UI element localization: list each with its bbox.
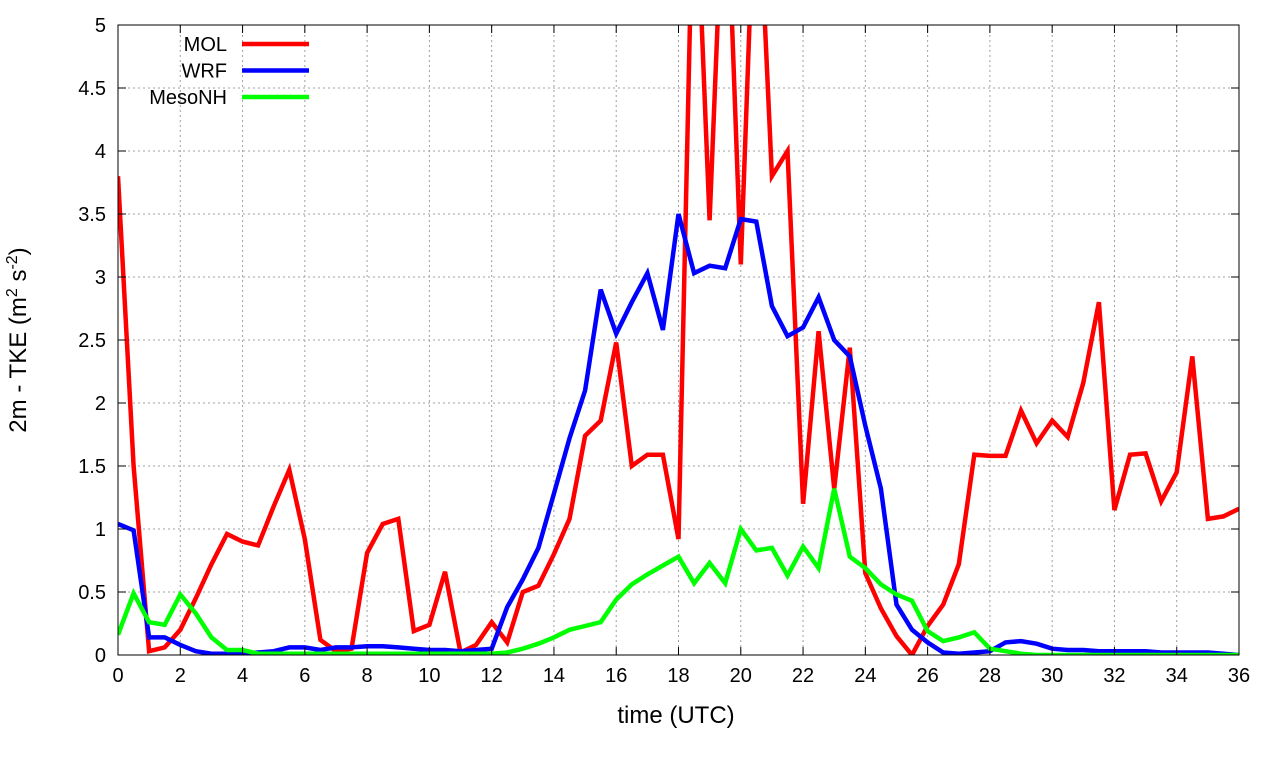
legend-label-wrf: WRF: [181, 61, 227, 83]
y-tick-label: 3.5: [78, 204, 106, 226]
x-tick-label: 20: [730, 665, 752, 687]
y-tick-label: 4.5: [78, 78, 106, 100]
x-tick-label: 12: [481, 665, 503, 687]
y-axis-label-sup2: -2: [4, 255, 21, 269]
x-tick-label: 6: [299, 665, 310, 687]
x-tick-label: 8: [362, 665, 373, 687]
x-tick-label: 16: [605, 665, 627, 687]
y-tick-labels: 0 0.5 1 1.5 2 2.5 3 3.5 4 4.5 5: [78, 15, 106, 667]
y-tick-label: 3: [95, 267, 106, 289]
x-axis-label: time (UTC): [617, 702, 734, 729]
x-tick-label: 22: [792, 665, 814, 687]
y-tick-label: 1.5: [78, 456, 106, 478]
y-axis-label-sup1: 2: [4, 288, 21, 297]
series-line-mol: [118, 25, 1239, 655]
x-tick-label: 30: [1041, 665, 1063, 687]
y-tick-label: 2: [95, 393, 106, 415]
x-tick-label: 2: [175, 665, 186, 687]
x-tick-label: 36: [1228, 665, 1250, 687]
y-tick-label: 5: [95, 15, 106, 37]
y-tick-label: 0: [95, 645, 106, 667]
x-tick-label: 0: [112, 665, 123, 687]
x-tick-label: 4: [237, 665, 248, 687]
y-axis-label-end: ): [5, 247, 32, 255]
tick-marks: [117, 24, 1240, 656]
x-tick-label: 32: [1103, 665, 1125, 687]
x-tick-label: 24: [854, 665, 876, 687]
x-tick-labels: 0 2 4 6 8 10 12 14 16 18 20 22 24 26 28 30 32 34 36: [112, 665, 1250, 687]
y-tick-label: 1: [95, 519, 106, 541]
y-axis-label: 2m - TKE (m2 s-2): [4, 247, 32, 432]
y-axis-label-main: 2m - TKE (m: [5, 297, 32, 433]
y-tick-label: 0.5: [78, 582, 106, 604]
y-tick-label: 2.5: [78, 330, 106, 352]
x-tick-label: 14: [543, 665, 565, 687]
y-axis-label-mid: s: [5, 270, 32, 289]
x-tick-label: 26: [916, 665, 938, 687]
y-tick-label: 4: [95, 141, 106, 163]
legend-label-mol: MOL: [184, 34, 227, 56]
x-tick-label: 34: [1166, 665, 1188, 687]
x-tick-label: 18: [667, 665, 689, 687]
legend-label-mesonh: MesoNH: [149, 87, 227, 109]
legend: MOL WRF MesoNH: [149, 34, 309, 109]
x-tick-label: 10: [418, 665, 440, 687]
x-tick-label: 28: [979, 665, 1001, 687]
